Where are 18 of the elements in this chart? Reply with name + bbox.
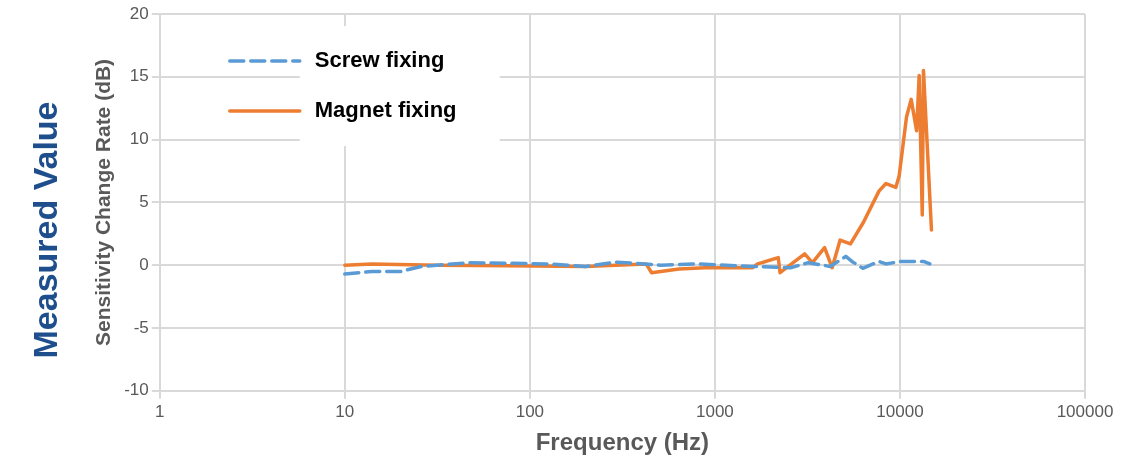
y-tick-label: 10 bbox=[129, 129, 149, 149]
x-tick-label: 10000 bbox=[876, 401, 924, 421]
y-axis-title: Sensitivity Change Rate (dB) bbox=[91, 58, 115, 346]
x-tick-label: 100 bbox=[515, 401, 545, 421]
y-tick-label: 0 bbox=[139, 254, 149, 274]
y-tick-label: 5 bbox=[139, 192, 149, 212]
x-tick-label: 1 bbox=[155, 401, 165, 421]
x-axis-title: Frequency (Hz) bbox=[535, 428, 710, 456]
x-tick-label: 100000 bbox=[1056, 401, 1114, 421]
x-tick-label: 1000 bbox=[695, 401, 734, 421]
legend-label: Screw fixing bbox=[314, 47, 445, 73]
y-tick-label: -10 bbox=[124, 380, 149, 400]
y-tick-label: 15 bbox=[129, 66, 149, 86]
x-tick-label: 10 bbox=[335, 401, 355, 421]
y-tick-label: -5 bbox=[133, 317, 149, 337]
y-tick-label: 20 bbox=[129, 3, 149, 23]
text: Measured Value bbox=[26, 101, 65, 359]
legend-label: Magnet fixing bbox=[314, 97, 457, 123]
